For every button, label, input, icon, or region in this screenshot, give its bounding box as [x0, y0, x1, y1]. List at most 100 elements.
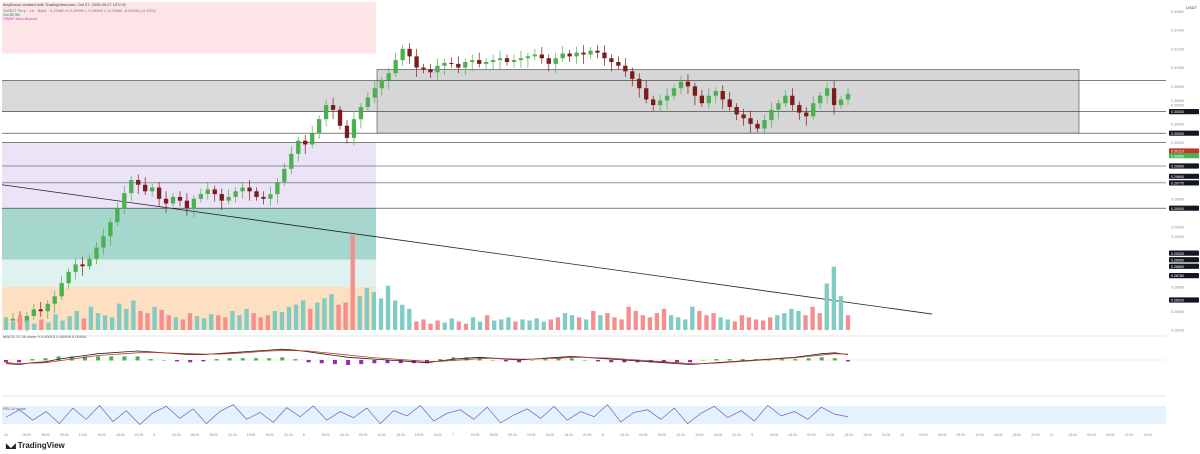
time-label-42: 06:00	[788, 433, 797, 437]
volume-bar	[251, 313, 256, 330]
symbol-ohlc-legend[interactable]: SUSDT Perp · 1h · Bybit · 0.29980 H 0.29…	[3, 8, 156, 13]
candle-body	[122, 193, 127, 209]
macd-histogram-bar	[780, 359, 785, 361]
volume-bar	[357, 296, 362, 330]
volume-bar	[223, 317, 228, 330]
macd-histogram-bar	[214, 359, 219, 361]
volume-bar	[718, 317, 723, 330]
candle-body	[386, 73, 391, 81]
candle-body	[254, 191, 259, 197]
volume-bar	[265, 315, 270, 330]
macd-histogram-bar	[793, 359, 798, 361]
candle-body	[149, 187, 155, 192]
volume-bar	[569, 315, 575, 330]
candle-body	[129, 180, 134, 194]
time-label-37: 15:00	[695, 433, 704, 437]
candle-body	[233, 191, 238, 197]
volume-bar	[654, 313, 660, 330]
volume-bar	[10, 321, 16, 330]
time-label-10: 06:00	[191, 433, 200, 437]
time-label-26: 06:00	[490, 433, 499, 437]
price-tag-22	[1169, 263, 1199, 269]
price-label-6: 0.30600	[1171, 104, 1184, 108]
time-label-59: 09:00	[1106, 433, 1115, 437]
zone-band-0	[2, 2, 376, 54]
zone-band-3	[2, 208, 376, 260]
candle-body	[442, 62, 447, 66]
candle-body	[456, 63, 461, 68]
candle-body	[94, 247, 99, 259]
candle-body	[170, 196, 176, 204]
candle-body	[727, 99, 732, 107]
volume-bar	[350, 235, 355, 330]
volume-bar	[527, 320, 532, 330]
candle-body	[330, 105, 336, 110]
candle-body	[268, 194, 273, 199]
macd-histogram-bar	[306, 360, 311, 363]
candle-body	[59, 283, 64, 297]
volume-bar	[237, 315, 242, 330]
macd-histogram-bar	[359, 360, 364, 365]
time-label-2: 06:00	[41, 433, 50, 437]
volume-bar	[152, 306, 157, 330]
time-label-3: 09:00	[60, 433, 69, 437]
time-label-32: 8	[602, 433, 604, 437]
candle-body	[532, 54, 538, 57]
time-label-6: 18:00	[116, 433, 125, 437]
volume-bar	[753, 319, 759, 330]
volume-bar	[25, 320, 30, 330]
volume-legend[interactable]: Vol 82.5K	[3, 12, 21, 17]
price-tag-23	[1169, 273, 1199, 279]
time-label-43: 09:00	[807, 433, 816, 437]
time-label-36: 12:00	[676, 433, 685, 437]
macd-legend[interactable]: MACD 12 26 close 9 0.00013 0.00009 0.000…	[3, 334, 87, 339]
candle-body	[351, 119, 357, 138]
volume-bar	[74, 311, 79, 330]
volume-bar	[789, 308, 794, 330]
price-tag-14	[1169, 173, 1199, 179]
macd-histogram-bar	[122, 356, 127, 361]
candle-body	[602, 52, 607, 59]
volume-bar	[53, 314, 58, 330]
candle-body	[477, 60, 482, 64]
volume-bar	[336, 304, 341, 330]
volume-bar	[548, 319, 553, 330]
macd-histogram-bar	[688, 360, 693, 363]
volume-bar	[810, 306, 815, 330]
volume-bar	[605, 313, 610, 330]
candle-body	[511, 60, 517, 62]
time-label-9: 03:00	[172, 433, 181, 437]
candle-body	[755, 123, 760, 129]
candle-body	[191, 198, 197, 209]
volume-bar	[39, 319, 44, 330]
candle-body	[24, 315, 30, 323]
candle-body	[525, 56, 531, 59]
time-label-56: 11	[1050, 433, 1054, 437]
volume-bar	[293, 304, 299, 330]
volume-bar	[640, 315, 645, 330]
vwap-legend[interactable]: VWAP Auto Anchor	[3, 16, 38, 21]
price-tag-7	[1169, 109, 1199, 115]
candle-body	[310, 133, 315, 145]
tradingview-logo[interactable]: ◣◢ TradingView	[6, 441, 65, 450]
macd-histogram-bar	[609, 360, 614, 363]
macd-histogram-bar	[148, 359, 153, 361]
candle-body	[504, 58, 510, 62]
rsi-legend[interactable]: RSI 14 close	[3, 406, 26, 411]
macd-histogram-bar	[543, 359, 548, 361]
candle-body	[797, 105, 802, 113]
volume-bar	[668, 315, 674, 330]
time-label-50: 06:00	[938, 433, 947, 437]
candle-body	[699, 95, 705, 104]
tradingview-logo-icon: ◣◢	[6, 442, 16, 450]
price-label-4: 0.30800	[1171, 85, 1184, 89]
volume-bar	[612, 317, 617, 330]
time-label-19: 09:00	[359, 433, 368, 437]
candle-body	[741, 114, 746, 119]
candle-body	[769, 109, 774, 121]
candle-body	[678, 81, 684, 89]
volume-bar	[845, 315, 851, 330]
macd-histogram-bar	[319, 360, 324, 364]
macd-histogram-bar	[372, 360, 377, 364]
volume-bar	[456, 321, 461, 330]
